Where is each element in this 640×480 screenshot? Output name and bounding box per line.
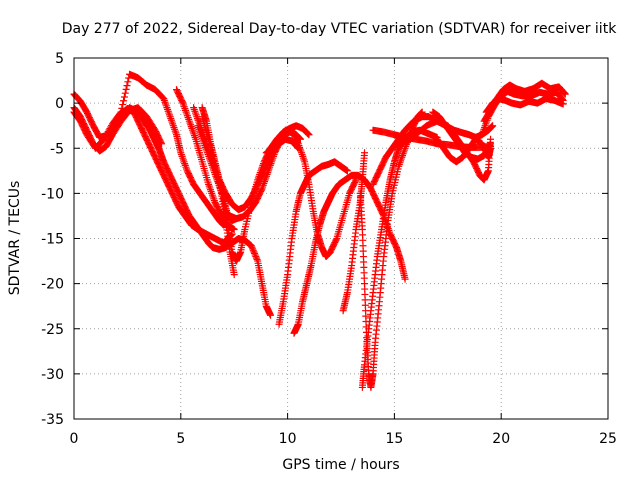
data-point-marker xyxy=(343,167,351,175)
x-tick-label: 15 xyxy=(385,431,403,447)
series-track xyxy=(339,149,368,315)
data-point-marker xyxy=(250,249,258,257)
y-tick-label: -5 xyxy=(50,141,64,157)
y-tick-label: 0 xyxy=(55,96,64,112)
series-track xyxy=(290,171,409,337)
data-point-marker xyxy=(487,140,495,148)
series-track xyxy=(173,86,238,233)
series-track xyxy=(480,79,569,125)
x-axis-label: GPS time / hours xyxy=(282,457,399,473)
grid-lines xyxy=(74,58,608,419)
data-point-marker xyxy=(124,78,132,86)
data-point-marker xyxy=(252,252,260,260)
data-point-marker xyxy=(250,248,258,256)
data-point-marker xyxy=(120,97,128,105)
y-tick-label: 5 xyxy=(55,51,64,67)
data-point-marker xyxy=(249,246,257,254)
data-point-marker xyxy=(401,275,409,283)
data-point-marker xyxy=(122,85,130,93)
data-point-marker xyxy=(561,89,569,97)
data-point-marker xyxy=(351,177,359,185)
data-point-marker xyxy=(252,254,260,262)
x-tick-label: 10 xyxy=(279,431,297,447)
data-point-marker xyxy=(247,242,255,250)
data-point-marker xyxy=(486,141,494,149)
data-point-marker xyxy=(248,243,256,251)
data-point-marker xyxy=(119,101,127,109)
series-track xyxy=(281,126,360,261)
data-point-marker xyxy=(332,236,340,244)
chart-title: Day 277 of 2022, Sidereal Day-to-day VTE… xyxy=(62,21,617,37)
data-point-marker xyxy=(249,245,257,253)
data-point-marker xyxy=(267,311,275,319)
data-point-marker xyxy=(560,89,568,97)
data-point-marker xyxy=(121,89,129,97)
data-point-marker xyxy=(305,131,313,139)
x-tick-label: 20 xyxy=(492,431,510,447)
series-track xyxy=(198,113,238,279)
data-point-marker xyxy=(230,225,238,233)
data-point-marker xyxy=(561,90,569,98)
data-point-marker xyxy=(257,186,265,194)
data-layer xyxy=(70,70,569,391)
x-tick-label: 25 xyxy=(599,431,617,447)
y-tick-label: -15 xyxy=(41,232,64,248)
data-point-marker xyxy=(304,129,312,137)
data-point-marker xyxy=(101,134,109,142)
data-point-marker xyxy=(304,130,312,138)
x-tick-label: 5 xyxy=(176,431,185,447)
x-tick-label: 0 xyxy=(70,431,79,447)
data-point-marker xyxy=(251,251,259,259)
y-tick-label: -25 xyxy=(41,322,64,338)
series-track xyxy=(482,95,567,116)
data-point-marker xyxy=(489,122,497,130)
series-track xyxy=(262,135,302,157)
y-tick-label: -30 xyxy=(41,367,64,383)
axis-ticks: 0 5 10 15 20 25 -35 -30 -25 -20 -15 -10 -5 0 5 xyxy=(41,51,617,447)
data-point-marker xyxy=(360,149,368,157)
data-point-marker xyxy=(100,135,108,143)
data-point-marker xyxy=(559,100,567,108)
data-point-marker xyxy=(123,82,131,90)
data-point-marker xyxy=(230,271,238,279)
series-track xyxy=(429,108,495,163)
y-tick-label: -10 xyxy=(41,186,64,202)
series-track xyxy=(275,158,351,328)
data-point-marker xyxy=(178,98,186,106)
data-point-marker xyxy=(120,93,128,101)
series-track xyxy=(104,105,236,247)
data-point-marker xyxy=(253,256,261,264)
series-track xyxy=(70,70,232,229)
data-point-marker xyxy=(294,138,302,146)
y-tick-label: -20 xyxy=(41,277,64,293)
y-tick-label: -35 xyxy=(41,412,64,428)
y-axis-label: SDTVAR / TECUs xyxy=(7,181,23,296)
